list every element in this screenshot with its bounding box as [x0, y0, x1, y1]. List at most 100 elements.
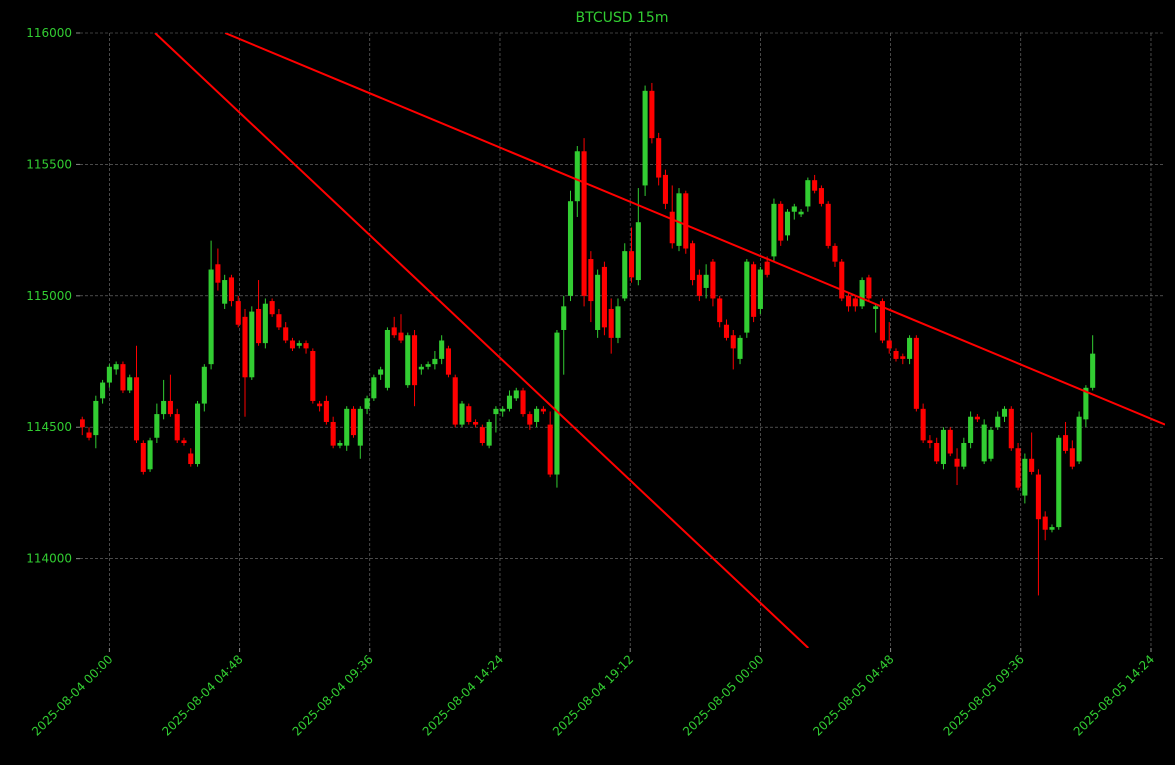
- candle-body: [303, 343, 309, 349]
- candle-body: [80, 419, 85, 428]
- chart-title: BTCUSD 15m: [576, 10, 669, 26]
- candle-body: [561, 306, 567, 330]
- candle-body: [649, 90, 655, 139]
- candle-body: [940, 429, 947, 465]
- candle-body: [791, 206, 797, 212]
- candle-body: [161, 400, 167, 415]
- candle-body: [276, 314, 282, 328]
- candle-body: [873, 306, 879, 309]
- candle-body: [459, 403, 465, 425]
- candle-body: [608, 308, 614, 338]
- candle-body: [1062, 435, 1069, 451]
- candle-body: [622, 251, 628, 299]
- candle-body: [127, 377, 133, 391]
- candle-body: [771, 203, 777, 257]
- candle-body: [866, 277, 872, 299]
- candle-body: [907, 337, 913, 359]
- candle-body: [1056, 437, 1062, 528]
- candle-body: [1090, 353, 1096, 388]
- candle-body: [140, 443, 146, 472]
- candle-body: [310, 351, 316, 401]
- candle-body: [900, 356, 906, 359]
- y-tick-label: 116000: [26, 26, 72, 40]
- candle-body: [513, 390, 519, 399]
- candle-body: [500, 408, 506, 412]
- candle-body: [1029, 458, 1035, 472]
- candle-body: [493, 408, 499, 415]
- candle-body: [920, 408, 926, 441]
- candle-body: [635, 222, 641, 281]
- candle-body: [656, 138, 662, 178]
- candle-body: [845, 295, 852, 307]
- candle-body: [113, 364, 119, 370]
- candle-body: [784, 211, 791, 236]
- candle-body: [1008, 408, 1014, 449]
- candle-body: [737, 337, 743, 359]
- candle-body: [805, 180, 811, 207]
- candle-body: [506, 395, 513, 409]
- candle-body: [411, 335, 418, 386]
- candle-body: [344, 408, 350, 446]
- candle-body: [1083, 387, 1089, 420]
- candle-body: [601, 266, 607, 328]
- candle-body: [954, 458, 960, 467]
- candle-body: [181, 440, 187, 443]
- candle-body: [174, 414, 180, 441]
- trend-line: [154, 33, 809, 648]
- candle-body: [466, 406, 472, 422]
- candle-body: [628, 251, 635, 278]
- candle-body: [296, 343, 302, 346]
- candle-body: [534, 408, 540, 422]
- candle-body: [364, 398, 370, 409]
- candle-body: [194, 403, 201, 465]
- candle-body: [384, 329, 390, 388]
- candle-body: [744, 261, 750, 333]
- candle-body: [208, 269, 214, 365]
- candle-body: [798, 211, 804, 215]
- candle-body: [825, 203, 831, 246]
- candle-body: [696, 274, 702, 296]
- candle-body: [1076, 416, 1082, 462]
- candle-body: [913, 337, 919, 409]
- candle-body: [86, 432, 92, 438]
- candle-body: [479, 427, 485, 443]
- candle-body: [974, 416, 980, 420]
- candle-body: [893, 351, 899, 359]
- candle-body: [927, 440, 933, 443]
- candle-body: [574, 151, 580, 202]
- candle-body: [812, 180, 818, 191]
- candle-body: [676, 193, 682, 246]
- candle-body: [418, 366, 424, 370]
- candle-body: [398, 332, 404, 341]
- candle-body: [133, 377, 140, 441]
- candle-body: [527, 414, 533, 425]
- candle-body: [1022, 458, 1028, 496]
- candle-body: [201, 366, 207, 404]
- candle-body: [642, 90, 648, 186]
- candle-body: [154, 414, 160, 438]
- candle-body: [323, 400, 329, 422]
- candle-body: [228, 277, 234, 302]
- candle-body: [222, 280, 228, 304]
- candle-body: [1069, 448, 1075, 467]
- candle-body: [147, 440, 153, 470]
- candle-body: [439, 340, 445, 359]
- candle-body: [547, 424, 553, 475]
- candle-body: [581, 151, 587, 296]
- y-tick-label: 114500: [26, 420, 72, 434]
- candle-body: [669, 211, 675, 244]
- candle-body: [615, 306, 621, 338]
- candle-body: [981, 424, 987, 462]
- candle-body: [432, 358, 438, 365]
- candle-body: [289, 340, 296, 349]
- candle-body: [520, 390, 526, 415]
- candle-body: [357, 408, 363, 446]
- candle-body: [988, 429, 994, 459]
- candle-body: [730, 335, 736, 349]
- candle-body: [235, 301, 241, 325]
- candle-body: [1049, 527, 1055, 530]
- candle-body: [215, 264, 221, 283]
